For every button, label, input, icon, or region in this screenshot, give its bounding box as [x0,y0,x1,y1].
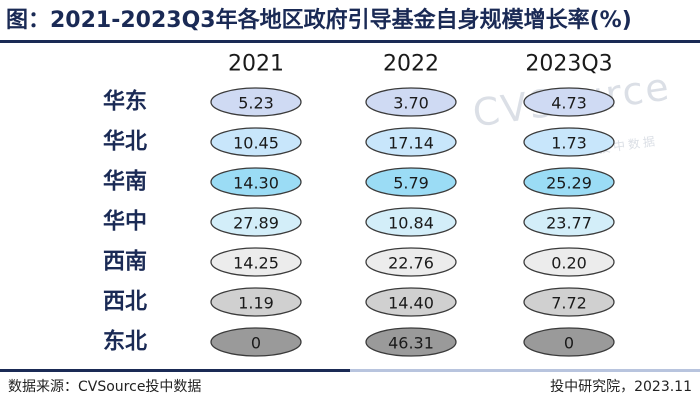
region-label: 华中 [103,209,147,235]
value-ellipse [523,207,615,237]
title-divider [0,40,700,43]
value-label: 3.70 [393,94,429,113]
value-ellipse [210,167,302,197]
value-label: 7.72 [551,294,587,313]
value-label: 25.29 [546,174,592,193]
region-label: 华南 [103,169,147,195]
value-ellipse [365,127,457,157]
footer-divider-light [350,369,700,372]
value-ellipse [523,247,615,277]
value-label: 23.77 [546,214,592,233]
value-label: 10.45 [233,134,279,153]
value-label: 17.14 [388,134,434,153]
report-credit: 投中研究院，2023.11 [550,379,692,395]
value-ellipse [523,287,615,317]
value-label: 1.73 [551,134,587,153]
value-label: 10.84 [388,214,434,233]
value-ellipse [365,287,457,317]
column-header: 2021 [228,52,284,77]
value-label: 14.30 [233,174,279,193]
value-label: 14.40 [388,294,434,313]
column-header: 2023Q3 [525,52,612,77]
value-ellipse [365,247,457,277]
value-label: 5.79 [393,174,429,193]
value-ellipse [210,247,302,277]
growth-rate-table: 2021 2022 2023Q3 华东 5.23 3.70 4.73 华北 10.45 17.14… [103,52,615,357]
value-label: 14.25 [233,254,279,273]
value-ellipse [365,87,457,117]
value-ellipse [210,207,302,237]
chart-title: 图：2021-2023Q3年各地区政府引导基金自身规模增长率(%) [6,8,632,33]
value-ellipse [365,167,457,197]
value-ellipse [210,127,302,157]
footer-divider-dark [0,369,350,372]
column-header: 2022 [383,52,439,77]
region-label: 西南 [103,250,147,275]
data-source: 数据来源：CVSource投中数据 [8,379,202,395]
value-label: 0 [251,334,261,353]
region-label: 华东 [103,89,147,115]
value-ellipse [210,87,302,117]
value-label: 22.76 [388,254,434,273]
value-ellipse [210,327,302,357]
value-label: 46.31 [388,334,434,353]
value-label: 1.19 [238,294,274,313]
value-ellipse [365,207,457,237]
region-label: 华北 [103,129,147,155]
value-ellipse [365,327,457,357]
value-label: 4.73 [551,94,587,113]
value-label: 0.20 [551,254,587,273]
value-label: 5.23 [238,94,274,113]
region-label: 东北 [103,329,147,355]
value-ellipse [210,287,302,317]
value-ellipse [523,87,615,117]
value-label: 0 [564,334,574,353]
value-ellipse [523,327,615,357]
value-ellipse [523,127,615,157]
value-ellipse [523,167,615,197]
region-label: 西北 [103,290,147,315]
value-label: 27.89 [233,214,279,233]
